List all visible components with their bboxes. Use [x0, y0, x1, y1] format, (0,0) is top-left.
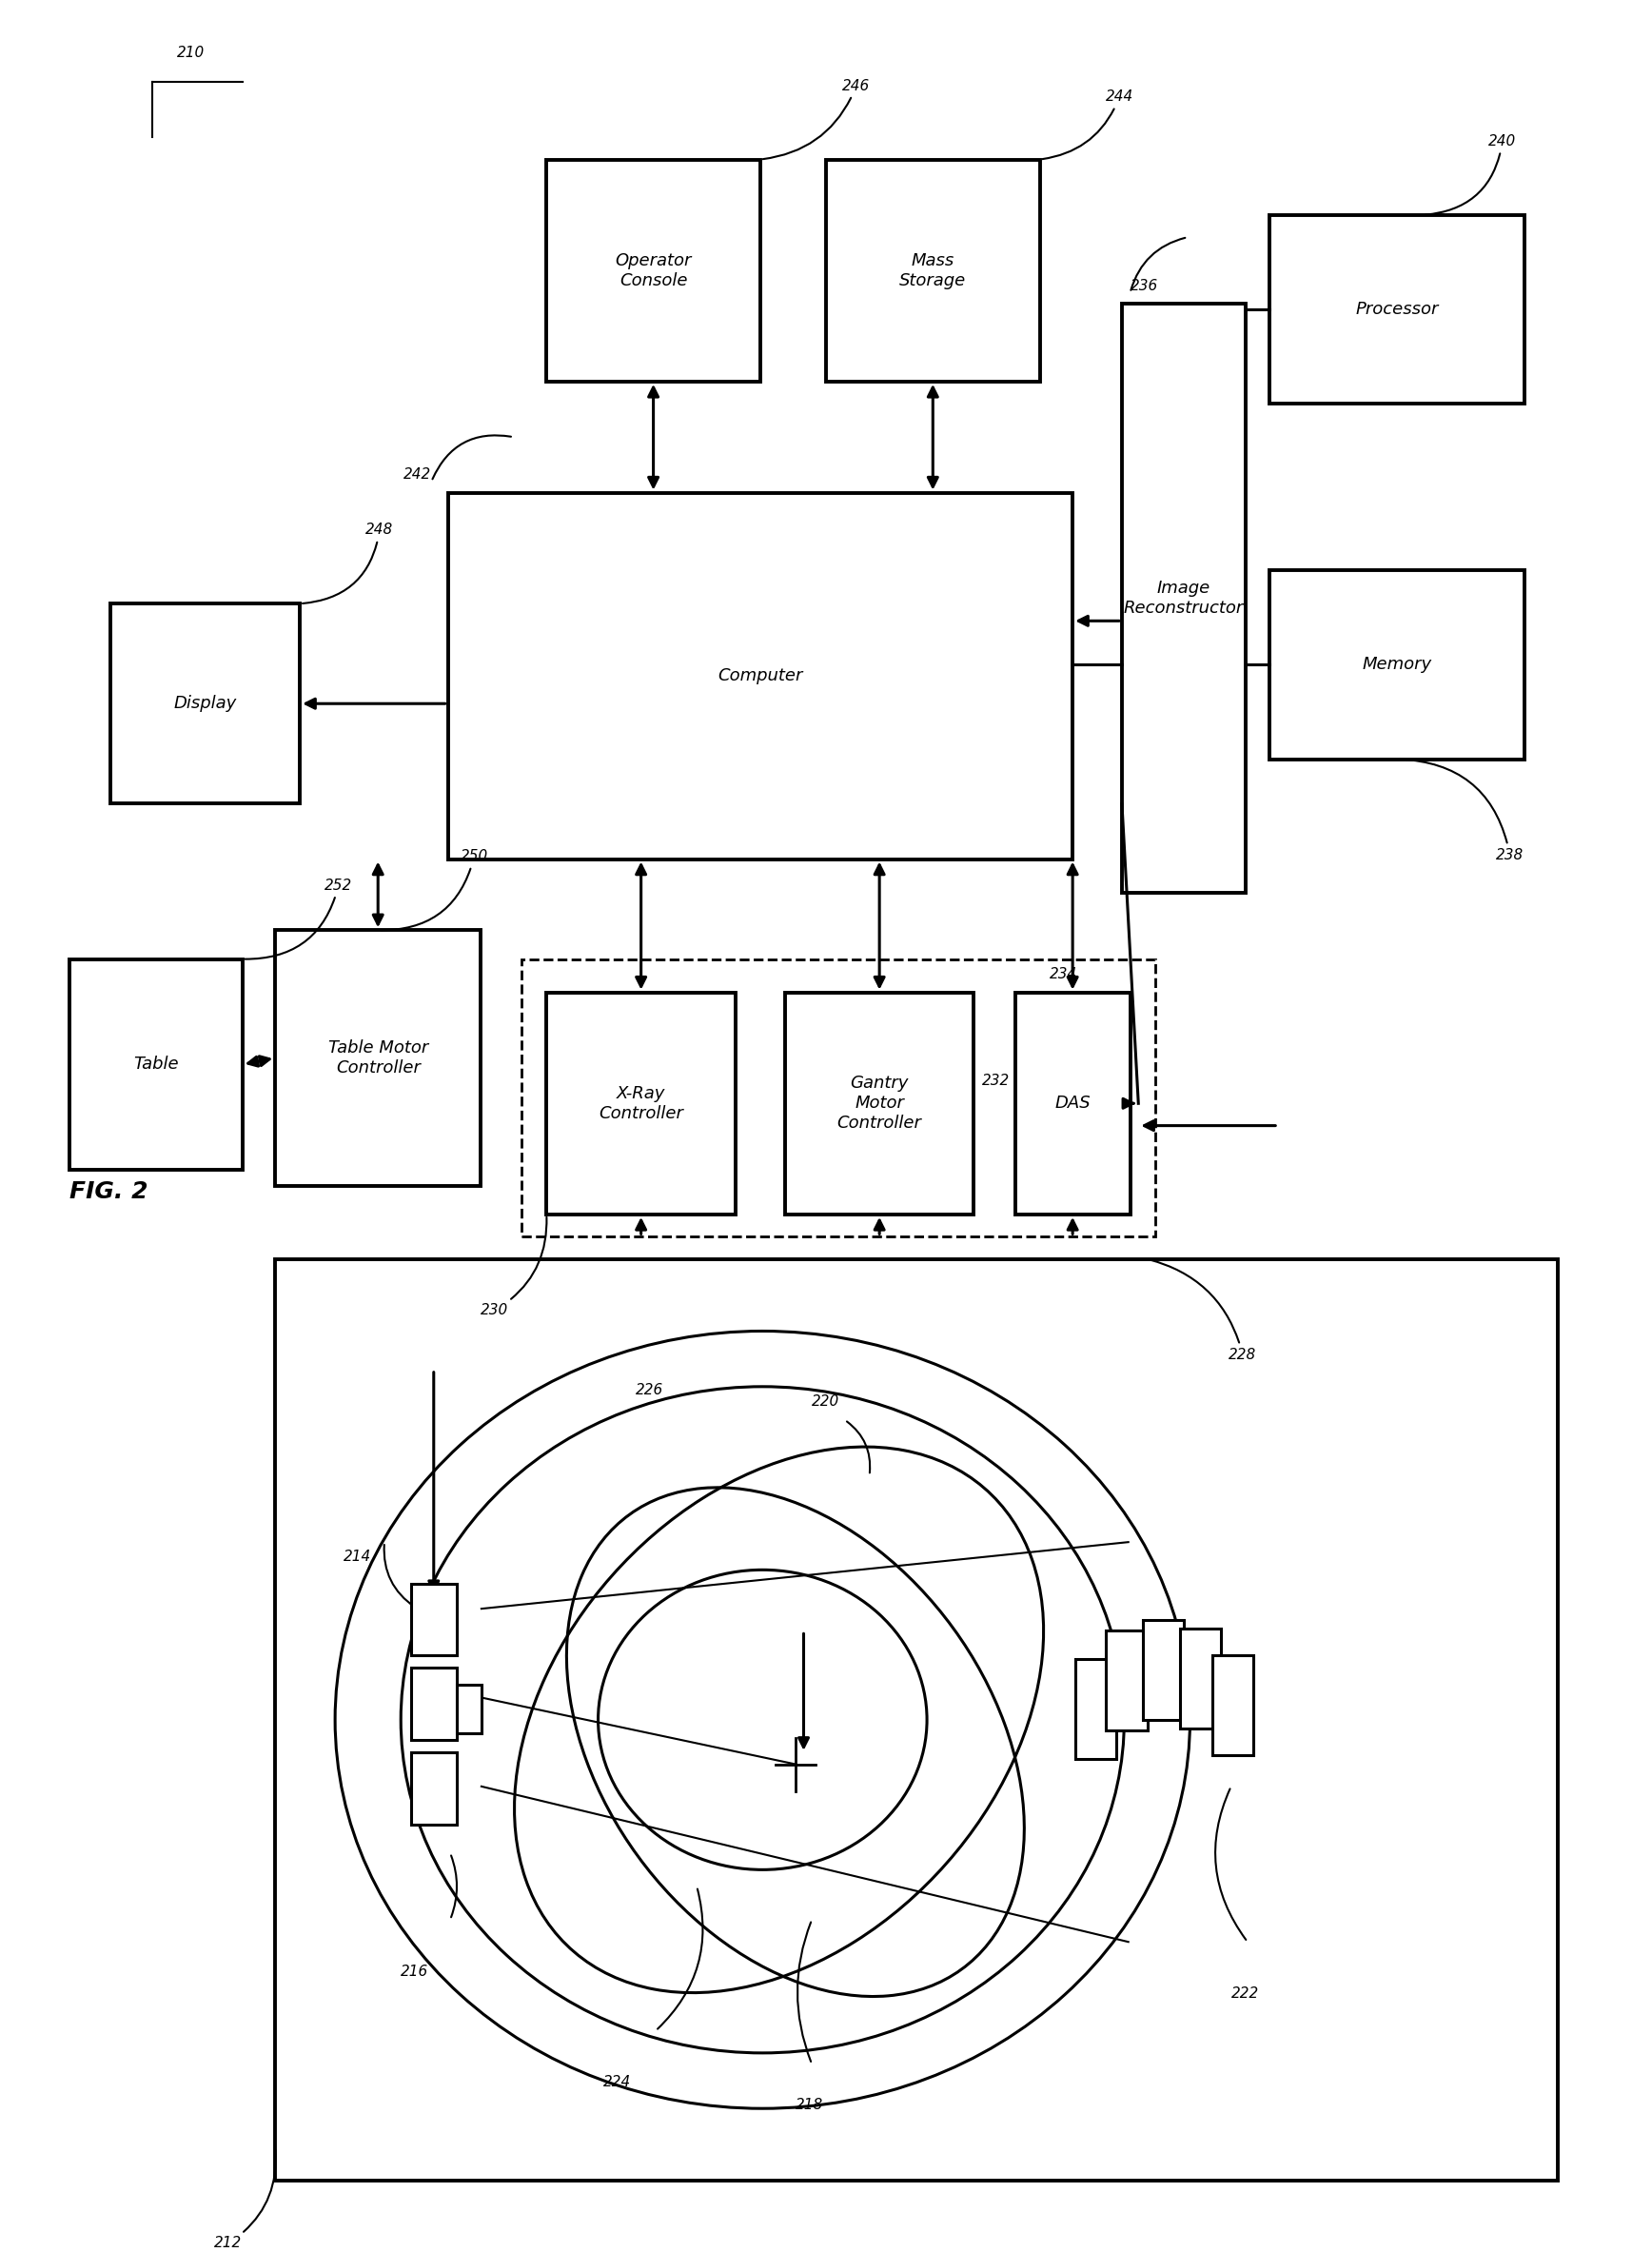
Text: 212: 212 [215, 2151, 276, 2250]
Text: Table: Table [134, 1056, 178, 1074]
Bar [111, 604, 301, 804]
Bar [522, 959, 1155, 1236]
Text: 214: 214 [344, 1549, 372, 1565]
Text: 224: 224 [603, 2074, 631, 2090]
Text: DAS: DAS [1054, 1094, 1090, 1112]
Bar [1270, 570, 1525, 759]
Text: 234: 234 [1049, 966, 1077, 982]
Bar [1014, 993, 1130, 1214]
Text: Operator
Console: Operator Console [615, 252, 692, 288]
Text: 250: 250 [380, 849, 487, 930]
Text: 218: 218 [795, 2097, 823, 2112]
Bar [276, 930, 481, 1185]
Bar [1107, 1630, 1148, 1730]
Text: 248: 248 [302, 522, 393, 604]
Text: 226: 226 [636, 1383, 664, 1398]
Bar [1180, 1628, 1221, 1730]
Text: 228: 228 [1150, 1259, 1257, 1362]
Bar [547, 160, 760, 381]
Text: FIG. 2: FIG. 2 [69, 1180, 149, 1203]
Text: 242: 242 [403, 466, 431, 482]
Text: Display: Display [173, 696, 236, 712]
Bar [785, 993, 975, 1214]
Bar [1143, 1619, 1184, 1721]
Text: 244: 244 [1042, 90, 1133, 160]
Text: 240: 240 [1426, 135, 1517, 214]
Text: Mass
Storage: Mass Storage [899, 252, 966, 288]
Text: 230: 230 [481, 1216, 547, 1317]
Text: 222: 222 [1231, 1986, 1259, 2000]
Text: Memory: Memory [1363, 655, 1432, 673]
Text: Computer: Computer [717, 667, 803, 685]
Bar [411, 1669, 456, 1741]
Text: 232: 232 [983, 1074, 1009, 1088]
Bar [1213, 1655, 1254, 1757]
Text: Processor: Processor [1356, 302, 1439, 318]
Text: 252: 252 [244, 878, 352, 959]
Text: 236: 236 [1130, 279, 1158, 293]
Text: 246: 246 [763, 79, 871, 160]
Bar [547, 993, 735, 1214]
Text: Table Motor
Controller: Table Motor Controller [327, 1040, 428, 1076]
Text: X-Ray
Controller: X-Ray Controller [598, 1085, 684, 1121]
Bar [1270, 214, 1525, 403]
Bar [448, 493, 1072, 858]
Text: 238: 238 [1399, 759, 1523, 863]
Bar [826, 160, 1039, 381]
Bar [276, 1259, 1558, 2180]
Bar [456, 1684, 481, 1734]
Text: 216: 216 [401, 1964, 428, 1980]
Bar [1075, 1660, 1117, 1759]
Bar [1122, 304, 1246, 892]
Bar [411, 1752, 456, 1824]
Text: 220: 220 [811, 1394, 839, 1410]
Text: Gantry
Motor
Controller: Gantry Motor Controller [838, 1074, 922, 1133]
Bar [69, 959, 243, 1171]
Text: 210: 210 [177, 45, 205, 59]
Bar [411, 1583, 456, 1655]
Text: Image
Reconstructor: Image Reconstructor [1123, 579, 1244, 617]
